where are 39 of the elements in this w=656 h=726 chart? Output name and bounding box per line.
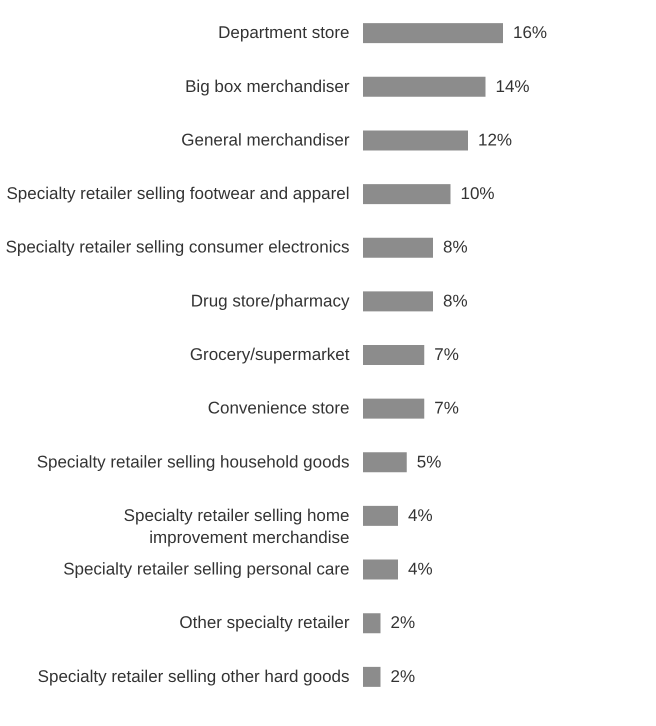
bar: [363, 345, 424, 365]
bar: [363, 666, 380, 687]
y-tick-label: Big box merchandiser: [185, 76, 350, 96]
bar: [363, 76, 486, 97]
y-tick-label: Specialty retailer selling footwear and apparel: [6, 184, 350, 204]
data-label: 8%: [443, 291, 468, 310]
data-label: 14%: [496, 76, 530, 96]
y-tick-label: Grocery/supermarket: [190, 345, 350, 364]
bar: [363, 291, 433, 312]
bar: [363, 506, 398, 526]
data-label: 12%: [478, 130, 512, 150]
y-tick-label: Specialty retailer selling home improvement merchandise: [124, 506, 350, 547]
data-label: 4%: [408, 506, 433, 525]
bar: [363, 560, 398, 580]
data-label: 8%: [443, 238, 468, 257]
bar: [363, 238, 433, 258]
data-label: 7%: [434, 398, 459, 418]
y-tick-label: Specialty retailer selling personal care: [63, 560, 350, 579]
bar: [363, 184, 450, 204]
y-tick-label: General merchandiser: [181, 130, 350, 150]
y-tick-label: Specialty retailer selling other hard goods: [38, 666, 350, 686]
bar: [363, 23, 503, 44]
bar: [363, 452, 407, 472]
y-tick-label: Convenience store: [208, 398, 350, 418]
bar: [363, 398, 424, 419]
y-tick-label: Drug store/pharmacy: [190, 291, 350, 310]
data-label: 7%: [434, 345, 459, 364]
data-label: 16%: [513, 23, 548, 42]
y-tick-label: Specialty retailer selling consumer electronics: [6, 238, 350, 257]
y-tick-label: Specialty retailer selling household goods: [36, 452, 350, 472]
data-label: 5%: [416, 452, 442, 472]
y-tick-label: Other specialty retailer: [179, 613, 350, 632]
data-label: 2%: [390, 613, 416, 632]
bar: [363, 130, 468, 150]
data-label: 2%: [390, 666, 416, 686]
data-label: 10%: [460, 184, 495, 204]
data-label: 4%: [408, 560, 433, 579]
bar: [363, 613, 380, 634]
y-tick-label: Department store: [218, 23, 350, 42]
